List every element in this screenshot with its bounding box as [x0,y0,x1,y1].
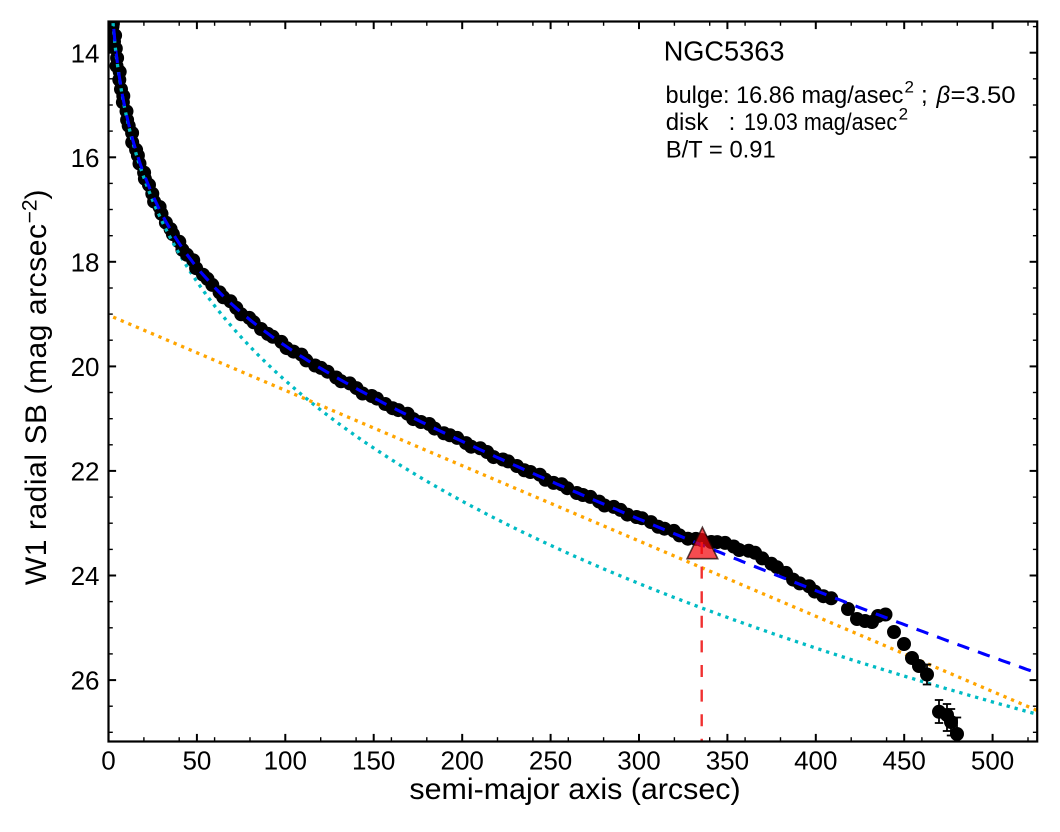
svg-text:;: ; [921,82,928,109]
svg-text:24: 24 [71,561,100,591]
svg-text:0: 0 [101,746,115,776]
svg-text:22: 22 [71,457,100,487]
svg-text::: : [729,109,736,136]
svg-text:2: 2 [905,78,914,97]
svg-text:bulge: 16.86 mag/asec: bulge: 16.86 mag/asec [666,82,904,109]
svg-text:18: 18 [71,247,100,277]
svg-text:250: 250 [529,746,572,776]
svg-text:16: 16 [71,143,100,173]
svg-text:100: 100 [264,746,307,776]
svg-text:W1 radial SB (mag arcsec−2): W1 radial SB (mag arcsec−2) [19,189,54,585]
svg-text:350: 350 [706,746,749,776]
svg-text:450: 450 [883,746,926,776]
svg-text:semi-major axis (arcsec): semi-major axis (arcsec) [409,773,740,806]
svg-text:20: 20 [71,352,100,382]
svg-text:=3.50: =3.50 [951,82,1016,109]
svg-text:disk: disk [666,109,710,136]
svg-text:200: 200 [441,746,484,776]
svg-text:B/T = 0.91: B/T = 0.91 [666,136,776,163]
svg-text:26: 26 [71,666,100,696]
svg-text:300: 300 [617,746,660,776]
svg-text:NGC5363: NGC5363 [664,36,785,67]
svg-text:β: β [936,82,951,109]
svg-text:2: 2 [899,105,908,124]
svg-text:400: 400 [794,746,837,776]
svg-text:19.03 mag/asec: 19.03 mag/asec [744,109,897,136]
svg-text:150: 150 [352,746,395,776]
svg-text:14: 14 [71,38,100,68]
svg-text:50: 50 [182,746,211,776]
svg-text:500: 500 [971,746,1014,776]
